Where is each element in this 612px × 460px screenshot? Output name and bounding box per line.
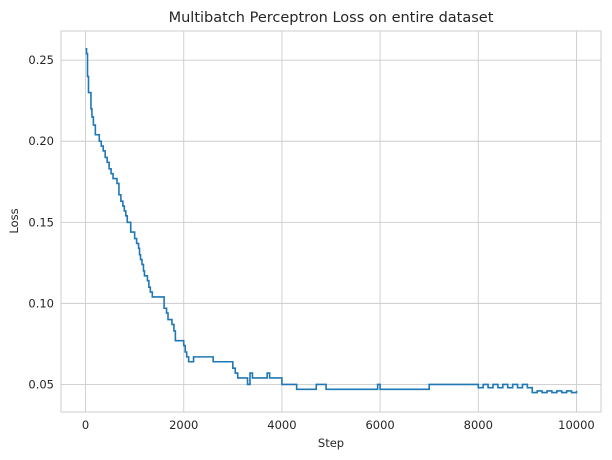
tick-labels: 0 2000 4000 6000 8000 10000 0.05 0.10 0.15 0.20 0.… [28,53,594,432]
x-axis-label: Step [318,436,344,450]
y-tick-label: 0.20 [28,134,54,148]
x-tick-label: 8000 [464,418,493,432]
chart-title: Multibatch Perceptron Loss on entire dat… [169,10,494,26]
y-tick-label: 0.25 [28,53,54,67]
series-layer [85,48,578,394]
y-axis-label: Loss [7,208,21,233]
y-tick-label: 0.10 [28,296,54,310]
loss-series-line [85,48,578,394]
x-tick-label: 6000 [365,418,394,432]
y-tick-label: 0.05 [28,377,54,391]
x-tick-label: 0 [82,418,89,432]
x-tick-label: 2000 [169,418,198,432]
grid-lines [61,31,601,412]
x-tick-label: 4000 [267,418,296,432]
y-tick-label: 0.15 [28,215,54,229]
plot-frame [60,30,602,413]
x-tick-label: 10000 [558,418,595,432]
